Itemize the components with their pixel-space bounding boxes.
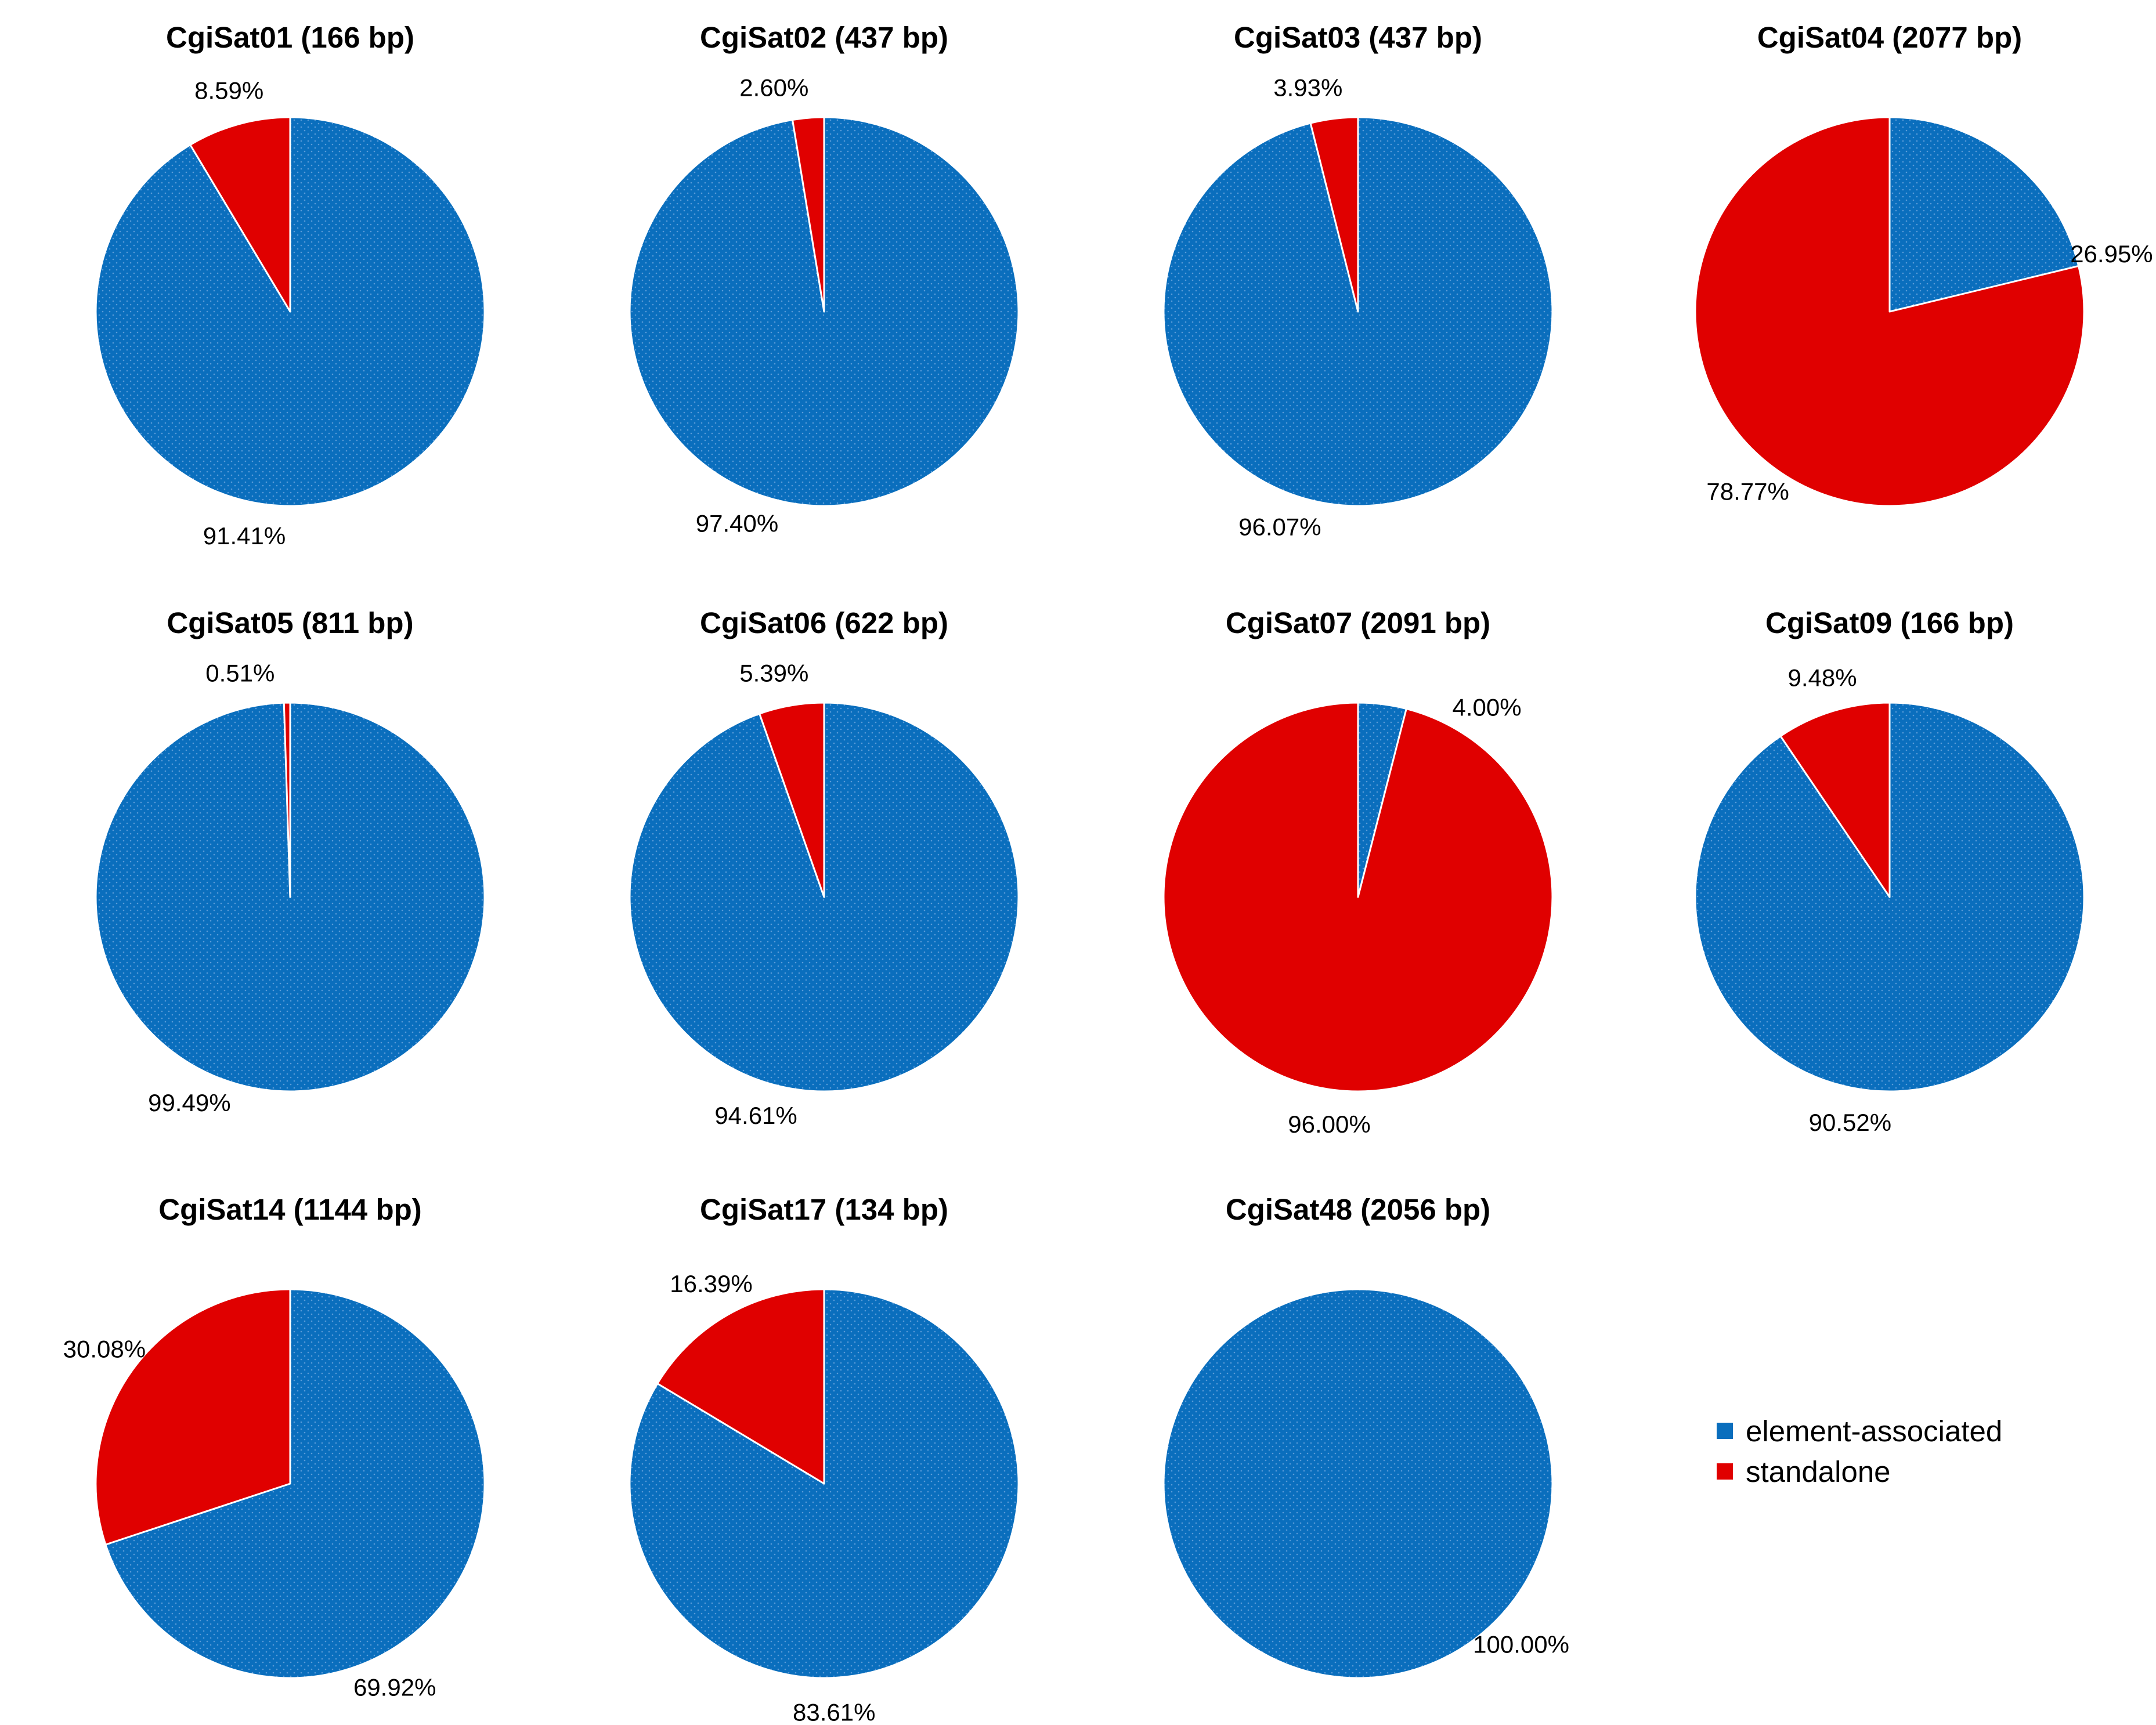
pie-cgisat04: CgiSat04 (2077 bp) 26.95% 78.77% bbox=[1694, 21, 2153, 507]
chart-title-cgisat04: CgiSat04 (2077 bp) bbox=[1757, 21, 2022, 54]
pie-cgisat06: CgiSat06 (622 bp) 94.61% 5.39% bbox=[629, 606, 1020, 1129]
pct-label-element-associated: 69.92% bbox=[353, 1673, 436, 1701]
pie-cgisat48: CgiSat48 (2056 bp) 100.00% bbox=[1162, 1193, 1569, 1679]
pie-cgisat17: CgiSat17 (134 bp) 83.61% 16.39% bbox=[629, 1193, 1020, 1725]
pie-cgisat02: CgiSat02 (437 bp) 97.40% 2.60% bbox=[629, 21, 1020, 537]
legend-swatch bbox=[1717, 1423, 1733, 1439]
legend: element-associated standalone bbox=[1717, 1415, 2002, 1488]
slice-standalone bbox=[656, 1288, 825, 1485]
legend-label: standalone bbox=[1746, 1455, 1891, 1488]
slice-standalone bbox=[792, 116, 825, 313]
pct-label-standalone: 0.51% bbox=[205, 660, 275, 687]
pct-label-standalone: 5.39% bbox=[739, 660, 808, 687]
slice-standalone bbox=[1162, 701, 1554, 1093]
chart-title-cgisat05: CgiSat05 (811 bp) bbox=[167, 606, 413, 639]
pct-label-element-associated: 97.40% bbox=[696, 509, 778, 537]
pct-label-element-associated: 99.49% bbox=[148, 1089, 230, 1116]
pct-label-standalone: 30.08% bbox=[63, 1336, 146, 1363]
slice-element-associated bbox=[629, 1288, 1020, 1679]
pct-label-element-associated: 26.95% bbox=[2070, 240, 2153, 267]
legend-swatch bbox=[1717, 1463, 1733, 1480]
pie-cgisat05: CgiSat05 (811 bp) 99.49% 0.51% bbox=[95, 606, 486, 1116]
pie-cgisat14: CgiSat14 (1144 bp) 69.92% 30.08% bbox=[63, 1193, 486, 1701]
chart-title-cgisat06: CgiSat06 (622 bp) bbox=[700, 606, 948, 639]
slice-element-associated bbox=[95, 116, 486, 507]
chart-title-cgisat07: CgiSat07 (2091 bp) bbox=[1226, 606, 1490, 639]
pct-label-element-associated: 4.00% bbox=[1452, 693, 1521, 721]
pct-label-element-associated: 100.00% bbox=[1473, 1631, 1569, 1658]
pie-cgisat01: CgiSat01 (166 bp) 91.41% 8.59% bbox=[95, 21, 486, 549]
pct-label-standalone: 78.77% bbox=[1706, 478, 1789, 505]
pie-charts-group: CgiSat01 (166 bp) 91.41% 8.59% CgiSat02 (43… bbox=[63, 21, 2153, 1725]
legend-label: element-associated bbox=[1746, 1415, 2002, 1448]
pct-label-standalone: 16.39% bbox=[670, 1270, 752, 1297]
pct-label-standalone: 9.48% bbox=[1788, 664, 1857, 691]
pct-label-standalone: 2.60% bbox=[739, 74, 808, 102]
chart-title-cgisat17: CgiSat17 (134 bp) bbox=[700, 1193, 948, 1226]
pct-label-element-associated: 90.52% bbox=[1809, 1109, 1891, 1136]
slice-element-associated bbox=[1162, 1288, 1554, 1679]
chart-title-cgisat48: CgiSat48 (2056 bp) bbox=[1226, 1193, 1490, 1226]
slice-element-associated bbox=[104, 1288, 486, 1679]
chart-title-cgisat09: CgiSat09 (166 bp) bbox=[1765, 606, 2014, 639]
pct-label-standalone: 96.00% bbox=[1288, 1111, 1370, 1138]
slice-standalone bbox=[283, 701, 291, 898]
slice-standalone bbox=[1779, 701, 1891, 898]
pie-cgisat03: CgiSat03 (437 bp) 96.07% 3.93% bbox=[1162, 21, 1554, 540]
pct-label-standalone: 3.93% bbox=[1273, 74, 1342, 102]
chart-title-cgisat03: CgiSat03 (437 bp) bbox=[1234, 21, 1482, 54]
pie-cgisat09: CgiSat09 (166 bp) 90.52% 9.48% bbox=[1694, 606, 2085, 1136]
pct-label-element-associated: 83.61% bbox=[793, 1699, 875, 1725]
chart-title-cgisat02: CgiSat02 (437 bp) bbox=[700, 21, 948, 54]
pct-label-element-associated: 94.61% bbox=[714, 1102, 797, 1129]
slice-standalone bbox=[189, 116, 291, 313]
chart-title-cgisat01: CgiSat01 (166 bp) bbox=[166, 21, 414, 54]
slice-standalone bbox=[1309, 116, 1359, 313]
slice-standalone bbox=[1694, 116, 2085, 507]
pct-label-element-associated: 91.41% bbox=[203, 522, 286, 549]
slice-standalone bbox=[95, 1288, 291, 1546]
pct-label-standalone: 8.59% bbox=[194, 77, 263, 104]
pie-cgisat07: CgiSat07 (2091 bp) 4.00% 96.00% bbox=[1162, 606, 1554, 1138]
chart-title-cgisat14: CgiSat14 (1144 bp) bbox=[158, 1193, 422, 1226]
pct-label-element-associated: 96.07% bbox=[1238, 513, 1321, 540]
slice-standalone bbox=[759, 701, 825, 898]
